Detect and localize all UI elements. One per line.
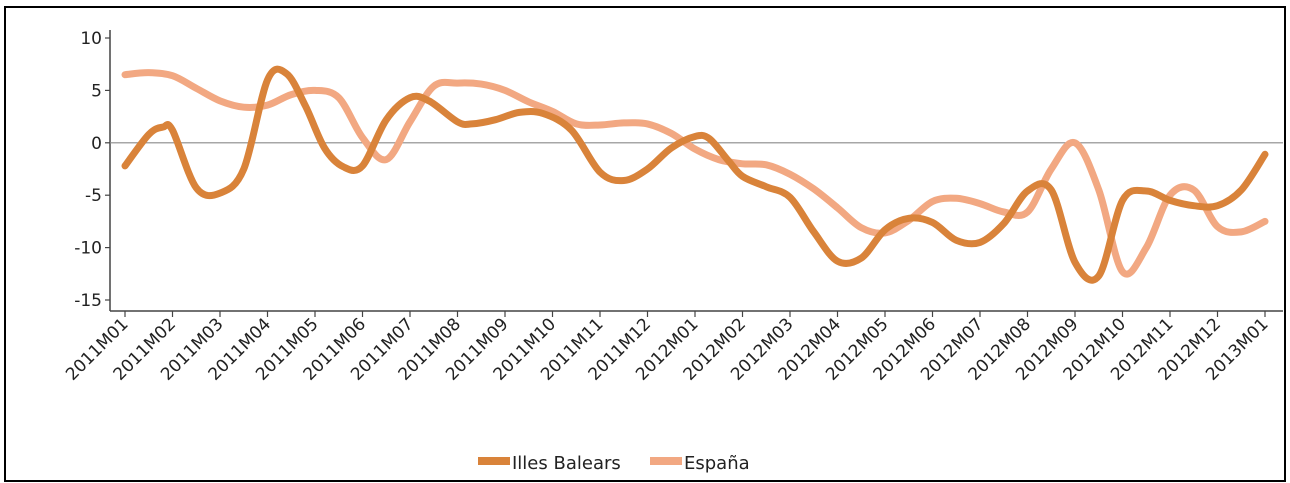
y-tick-label: 10 [80, 29, 102, 49]
legend-label-espa-a: España [684, 453, 750, 474]
y-tick-label: -10 [74, 239, 102, 259]
chart-frame [4, 6, 1286, 482]
chart-legend: Illes Balears España [478, 453, 750, 474]
series-line-illes-balears [121, 65, 1269, 284]
y-tick-label: 5 [91, 81, 102, 101]
legend-swatch-espa-a [650, 457, 682, 465]
chart-axes: 1050-5-10-152011M012011M022011M032011M04… [62, 29, 1283, 385]
y-tick-label: -5 [85, 186, 102, 206]
legend-label-illes-balears: Illes Balears [512, 453, 621, 474]
chart-series [121, 65, 1269, 284]
series-line-espa-a [121, 69, 1269, 278]
y-tick-label: -15 [74, 291, 102, 311]
y-tick-label: 0 [91, 134, 102, 154]
legend-swatch-illes-balears [478, 457, 510, 465]
